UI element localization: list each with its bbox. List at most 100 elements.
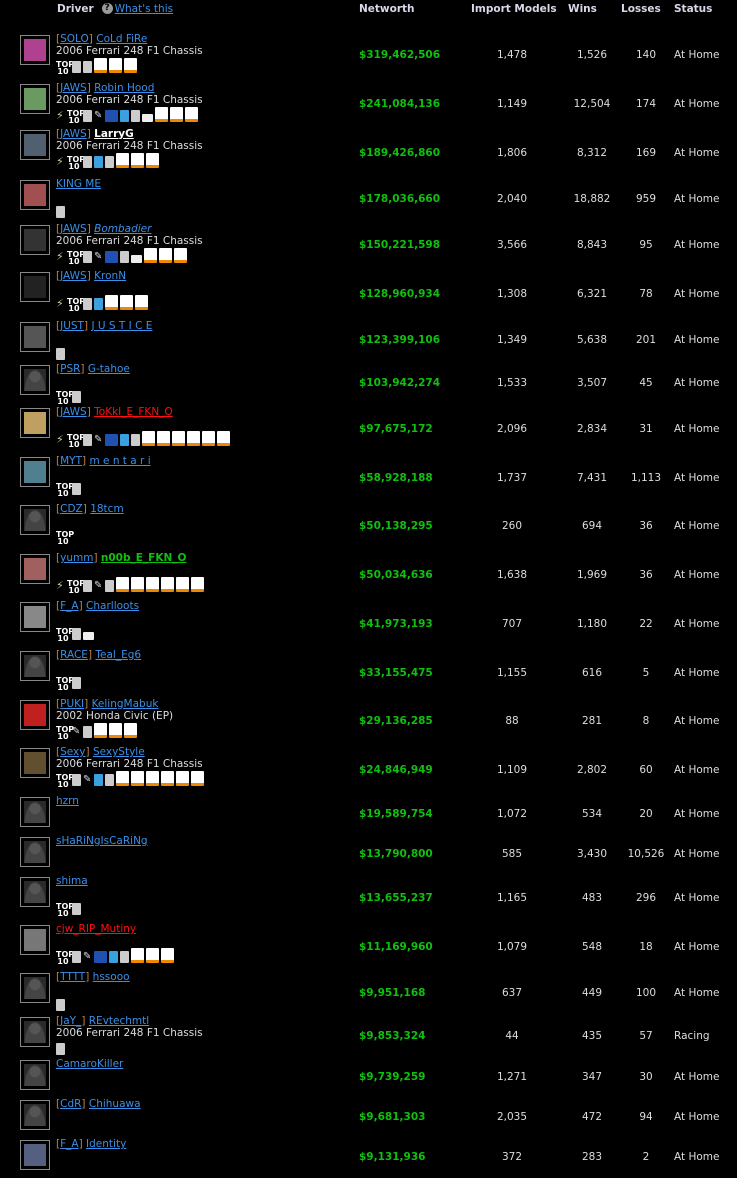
thumb-badge-icon[interactable] (72, 774, 81, 786)
car-badge-icon[interactable] (170, 107, 183, 122)
top10-badge-icon[interactable]: TOP 10 (67, 579, 86, 595)
clan-link[interactable]: JUST (60, 320, 84, 332)
trophy-badge-icon[interactable] (120, 251, 129, 263)
car-badge-icon[interactable] (135, 295, 148, 310)
clan-link[interactable]: JaY_ (60, 1015, 82, 1027)
avatar[interactable] (20, 35, 50, 65)
trophy-badge-icon[interactable] (131, 434, 140, 446)
lightning-badge-icon[interactable]: ⚡ (56, 297, 64, 310)
top10-badge-icon[interactable]: TOP 10 (56, 530, 75, 546)
trophy-badge-icon[interactable] (83, 726, 92, 738)
thumb-blue-badge-icon[interactable] (94, 156, 103, 168)
wrench-badge-icon[interactable]: ✎ (83, 951, 92, 962)
avatar[interactable] (20, 651, 50, 681)
car-badge-icon[interactable] (94, 723, 107, 738)
top10-badge-icon[interactable]: TOP 10 (56, 627, 75, 643)
question-icon[interactable]: ? (101, 3, 113, 14)
car-badge-icon[interactable] (191, 771, 204, 786)
avatar[interactable] (20, 837, 50, 867)
top10-badge-icon[interactable]: TOP 10 (56, 725, 75, 741)
avatar[interactable] (20, 925, 50, 955)
top10-badge-icon[interactable]: TOP 10 (56, 676, 75, 692)
trophy-badge-icon[interactable] (72, 628, 81, 640)
driver-name-link[interactable]: hzrn (56, 795, 79, 807)
wrench-badge-icon[interactable]: ✎ (94, 580, 103, 591)
clan-link[interactable]: MYT (60, 455, 82, 467)
top10-badge-icon[interactable]: TOP 10 (56, 60, 75, 76)
wrench-badge-icon[interactable]: ✎ (72, 726, 81, 737)
clan-link[interactable]: Sexy (60, 746, 86, 758)
driver-name-link[interactable]: Chihuawa (88, 1098, 141, 1110)
trophy-badge-icon[interactable] (120, 951, 129, 963)
driver-name-link[interactable]: REvtechmtl (88, 1015, 150, 1027)
clan-link[interactable]: F_A (60, 1138, 79, 1150)
clan-link[interactable]: yumm (60, 552, 94, 564)
clan-link[interactable]: PUKI (60, 698, 85, 710)
wrench-badge-icon[interactable]: ✎ (94, 434, 103, 445)
avatar[interactable] (20, 130, 50, 160)
avatar[interactable] (20, 700, 50, 730)
clan-link[interactable]: JAWS (60, 406, 87, 418)
wrench-badge-icon[interactable]: ✎ (94, 251, 103, 262)
car-badge-icon[interactable] (157, 431, 170, 446)
trophy-badge-icon[interactable] (56, 1043, 65, 1055)
driver-name-link[interactable]: 18tcm (90, 503, 124, 515)
car-badge-icon[interactable] (146, 153, 159, 168)
header-status[interactable]: Status (674, 3, 713, 15)
nca-badge-icon[interactable] (105, 110, 118, 122)
car-badge-icon[interactable] (174, 248, 187, 263)
thumb-badge-icon[interactable] (83, 580, 92, 592)
driver-name-link[interactable]: shima (56, 875, 88, 887)
car-badge-icon[interactable] (202, 431, 215, 446)
driver-name-link[interactable]: Charlloots (86, 600, 140, 612)
trophy-badge-icon[interactable] (105, 156, 114, 168)
trophy-badge-icon[interactable] (56, 348, 65, 360)
clan-link[interactable]: JAWS (60, 82, 87, 94)
car-badge-icon[interactable] (116, 153, 129, 168)
top10-badge-icon[interactable]: TOP 10 (67, 433, 86, 449)
avatar[interactable] (20, 365, 50, 395)
car-badge-icon[interactable] (161, 771, 174, 786)
avatar[interactable] (20, 408, 50, 438)
lightning-badge-icon[interactable]: ⚡ (56, 579, 64, 592)
lightning-badge-icon[interactable]: ⚡ (56, 250, 64, 263)
thumb-blue-badge-icon[interactable] (94, 774, 103, 786)
driver-name-link[interactable]: KING ME (56, 178, 102, 190)
car-badge-icon[interactable] (176, 577, 189, 592)
trophy-badge-icon[interactable] (83, 61, 92, 73)
car-badge-icon[interactable] (161, 577, 174, 592)
header-wins[interactable]: Wins (568, 3, 597, 15)
avatar[interactable] (20, 1140, 50, 1170)
ticket-badge-icon[interactable] (142, 114, 153, 122)
avatar[interactable] (20, 84, 50, 114)
thumb-blue-badge-icon[interactable] (120, 434, 129, 446)
avatar[interactable] (20, 505, 50, 535)
top10-badge-icon[interactable]: TOP 10 (67, 297, 86, 313)
lightning-badge-icon[interactable]: ⚡ (56, 155, 64, 168)
driver-name-link[interactable]: Robin Hood (94, 82, 155, 94)
driver-name-link[interactable]: J U S T I C E (91, 320, 153, 332)
car-badge-icon[interactable] (155, 107, 168, 122)
clan-link[interactable]: TTTT (60, 971, 86, 983)
car-badge-icon[interactable] (144, 248, 157, 263)
trophy-badge-icon[interactable] (56, 206, 65, 218)
avatar[interactable] (20, 1017, 50, 1047)
nca-badge-icon[interactable] (105, 251, 118, 263)
driver-name-link[interactable]: ToKkI_E_FKN_O (94, 406, 173, 418)
driver-name-link[interactable]: CoLd FiRe (96, 33, 148, 45)
car-badge-icon[interactable] (146, 948, 159, 963)
header-networth[interactable]: Networth (359, 3, 415, 15)
car-badge-icon[interactable] (94, 58, 107, 73)
clan-link[interactable]: JAWS (60, 223, 87, 235)
trophy-badge-icon[interactable] (72, 677, 81, 689)
thumb-badge-icon[interactable] (83, 298, 92, 310)
trophy-badge-icon[interactable] (72, 483, 81, 495)
driver-name-link[interactable]: Teal_Eg6 (95, 649, 142, 661)
driver-name-link[interactable]: n00b_E_FKN_O (100, 552, 187, 564)
top10-badge-icon[interactable]: TOP 10 (67, 109, 86, 125)
top10-badge-icon[interactable]: TOP 10 (67, 250, 86, 266)
avatar[interactable] (20, 748, 50, 778)
clan-link[interactable]: F_A (60, 600, 79, 612)
car-badge-icon[interactable] (146, 577, 159, 592)
header-import-models[interactable]: Import Models (471, 3, 557, 15)
